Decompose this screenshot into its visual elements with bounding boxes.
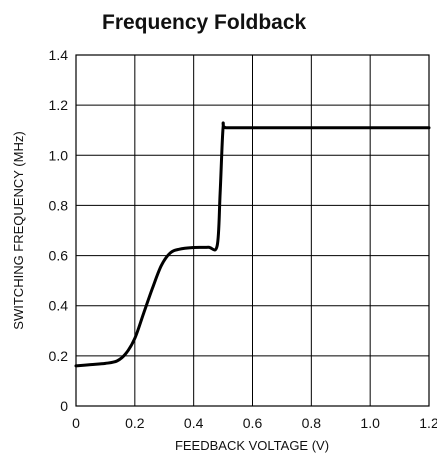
x-tick-labels: 0 0.2 0.4 0.6 0.8 1.0 1.2: [72, 415, 437, 431]
y-tick-labels: 0 0.2 0.4 0.6 0.8 1.0 1.2 1.4: [49, 47, 69, 414]
x-tick-label: 1.0: [360, 415, 380, 431]
grid: [75, 54, 430, 407]
series-line-frequency: [74, 121, 431, 368]
y-axis-label: SWITCHING FREQUENCY (MHz): [11, 131, 26, 329]
x-tick-label: 0.4: [184, 415, 204, 431]
x-tick-label: 0.8: [302, 415, 322, 431]
y-tick-label: 0.4: [49, 298, 69, 314]
y-tick-label: 0.2: [49, 348, 69, 364]
y-tick-label: 1.0: [49, 147, 69, 163]
x-tick-label: 1.2: [419, 415, 437, 431]
plot-frame: [75, 54, 430, 407]
y-tick-label: 0.6: [49, 248, 69, 264]
x-tick-label: 0.2: [125, 415, 145, 431]
y-tick-label: 0.8: [49, 197, 69, 213]
y-tick-label: 1.4: [49, 47, 69, 63]
x-axis-label: FEEDBACK VOLTAGE (V): [175, 438, 329, 453]
y-tick-label: 1.2: [49, 97, 69, 113]
chart-title: Frequency Foldback: [102, 11, 307, 34]
x-tick-label: 0: [72, 415, 80, 431]
x-tick-label: 0.6: [243, 415, 263, 431]
y-tick-label: 0: [60, 398, 68, 414]
